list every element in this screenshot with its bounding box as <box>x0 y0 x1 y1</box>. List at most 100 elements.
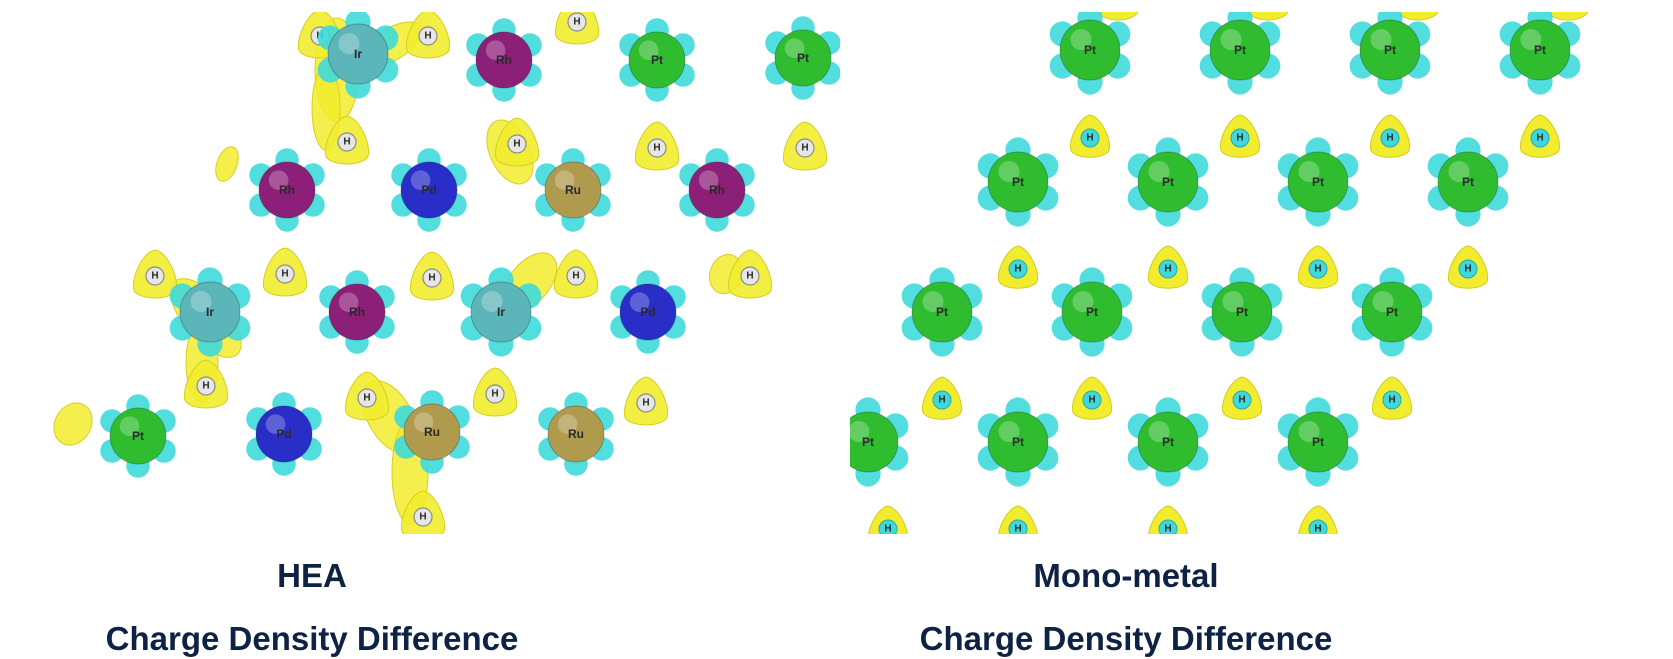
hea-pd-atom: Pd <box>391 148 467 232</box>
mono-hydrogen-atom: H <box>998 505 1038 535</box>
mono-atom-label: H <box>1014 524 1021 535</box>
hea-hydrogen-atom: H <box>554 249 598 299</box>
mono-atom-label: Pt <box>1084 43 1096 57</box>
hea-pd-atom: Pd <box>610 270 686 354</box>
mono-pt-atom: Pt <box>901 267 983 357</box>
mono-atom-label: H <box>938 395 945 406</box>
hea-hydrogen-atom: H <box>263 247 307 297</box>
mono-pt-atom: Pt <box>1127 137 1209 227</box>
mono-atom-label: H <box>1238 395 1245 406</box>
hea-atom-label: H <box>363 393 370 404</box>
hea-hydrogen-atom: H <box>184 359 228 409</box>
hea-atom-label: Pt <box>132 429 144 443</box>
hea-ir-atom: Ir <box>460 267 542 357</box>
mono-metal-subtitle: Charge Density Difference <box>919 620 1333 657</box>
mono-atom-label: H <box>1164 264 1171 275</box>
hea-atom-label: H <box>642 398 649 409</box>
hea-pt-atom: Pt <box>619 18 695 102</box>
hea-atom-label: H <box>419 512 426 523</box>
hea-subtitle: Charge Density Difference <box>105 620 519 657</box>
hea-atom-label: Ir <box>497 305 505 319</box>
mono-atom-label: Pt <box>1384 43 1396 57</box>
mono-atom-label: H <box>1388 395 1395 406</box>
hea-atom-label: H <box>573 17 580 28</box>
hea-atom-label: H <box>424 31 431 42</box>
mono-atom-label: Pt <box>1236 305 1248 319</box>
mono-atom-label: Pt <box>1534 43 1546 57</box>
mono-atom-label: H <box>1014 264 1021 275</box>
mono-atom-label: H <box>1086 133 1093 144</box>
mono-hydrogen-atom: H <box>1520 114 1560 158</box>
hea-atom-label: H <box>746 271 753 282</box>
hea-atom-layer: H Ir H Rh H Pt Pt H H H H Rh Pd Ru Rh H H H H H Ir Rh Ir Pd H H H H… <box>53 12 840 534</box>
hea-hydrogen-atom: H <box>495 117 539 167</box>
hea-atom-label: H <box>513 139 520 150</box>
mono-atom-label: H <box>1536 133 1543 144</box>
mono-atom-label: Pt <box>862 435 874 449</box>
hea-ru-atom: Ru <box>394 390 470 474</box>
hea-atom-label: Rh <box>349 305 365 319</box>
mono-atom-label: Pt <box>1162 175 1174 189</box>
mono-hydrogen-atom: H <box>1448 245 1488 289</box>
mono-atom-label: Pt <box>936 305 948 319</box>
mono-atom-label: H <box>884 524 891 535</box>
mono-atom-label: Pt <box>1086 305 1098 319</box>
mono-hydrogen-atom: H <box>1148 505 1188 535</box>
mono-pt-atom: Pt <box>977 137 1059 227</box>
hea-title: HEA <box>277 557 347 594</box>
hea-rh-atom: Rh <box>319 270 395 354</box>
hea-atom-label: H <box>653 143 660 154</box>
mono-pt-atom: Pt <box>1349 12 1431 95</box>
mono-atom-label: H <box>1314 264 1321 275</box>
hea-hydrogen-atom: H <box>325 115 369 165</box>
mono-pt-atom: Pt <box>1199 12 1281 95</box>
mono-atom-label: Pt <box>1012 175 1024 189</box>
mono-metal-title: Mono-metal <box>1033 557 1219 594</box>
hea-ir-atom: Ir <box>169 267 251 357</box>
hea-atom-label: Pd <box>276 427 291 441</box>
mono-pt-atom: Pt <box>1277 137 1359 227</box>
hea-hydrogen-atom: H <box>406 12 450 59</box>
mono-atom-label: H <box>1164 524 1171 535</box>
mono-pt-atom: Pt <box>1277 397 1359 487</box>
hea-atom-label: H <box>151 271 158 282</box>
mono-atom-label: H <box>1088 395 1095 406</box>
hea-rh-atom: Rh <box>249 148 325 232</box>
mono-metal-atom-layer: Pt Pt Pt Pt H H H H Pt Pt Pt Pt H H H H Pt Pt Pt Pt H H H H Pt Pt… <box>850 12 1589 535</box>
mono-pt-atom: Pt <box>1351 267 1433 357</box>
hea-atom-label: H <box>202 381 209 392</box>
hea-hydrogen-atom: H <box>635 121 679 171</box>
mono-atom-label: H <box>1464 264 1471 275</box>
hea-atom-label: Pt <box>797 51 809 65</box>
hea-atom-label: H <box>491 389 498 400</box>
hea-hydrogen-atom: H <box>401 490 445 534</box>
mono-hydrogen-atom: H <box>1220 114 1260 158</box>
hea-atom-label: Ru <box>565 183 581 197</box>
hea-ir-atom: Ir <box>317 12 399 99</box>
mono-hydrogen-atom: H <box>1070 114 1110 158</box>
mono-hydrogen-atom: H <box>1298 505 1338 535</box>
mono-hydrogen-atom: H <box>1372 376 1412 420</box>
mono-atom-label: Pt <box>1234 43 1246 57</box>
mono-hydrogen-atom: H <box>1148 245 1188 289</box>
mono-hydrogen-atom: H <box>998 245 1038 289</box>
mono-hydrogen-atom: H <box>868 505 908 535</box>
mono-pt-atom: Pt <box>1499 12 1581 95</box>
hea-hydrogen-atom: H <box>473 367 517 417</box>
hea-pt-atom: Pt <box>765 16 840 100</box>
mono-hydrogen-atom: H <box>1222 376 1262 420</box>
hea-atom-label: H <box>572 271 579 282</box>
hea-charge-density-image: H Ir H Rh H Pt Pt H H H H Rh Pd Ru Rh H H H H H Ir Rh Ir Pd H H H H… <box>10 12 840 534</box>
mono-metal-charge-density-image: Pt Pt Pt Pt H H H H Pt Pt Pt Pt H H H H Pt Pt Pt Pt H H H H Pt Pt… <box>850 12 1660 534</box>
mono-hydrogen-atom: H <box>922 376 962 420</box>
mono-atom-label: H <box>1314 524 1321 535</box>
hea-hydrogen-atom: H <box>783 121 827 171</box>
hea-atom-label: Ru <box>568 427 584 441</box>
mono-atom-label: H <box>1236 133 1243 144</box>
mono-pt-atom: Pt <box>1201 267 1283 357</box>
hea-atom-label: Pt <box>651 53 663 67</box>
hea-hydrogen-atom: H <box>410 251 454 301</box>
hea-atom-label: H <box>801 143 808 154</box>
mono-atom-label: H <box>1386 133 1393 144</box>
mono-atom-label: Pt <box>1386 305 1398 319</box>
